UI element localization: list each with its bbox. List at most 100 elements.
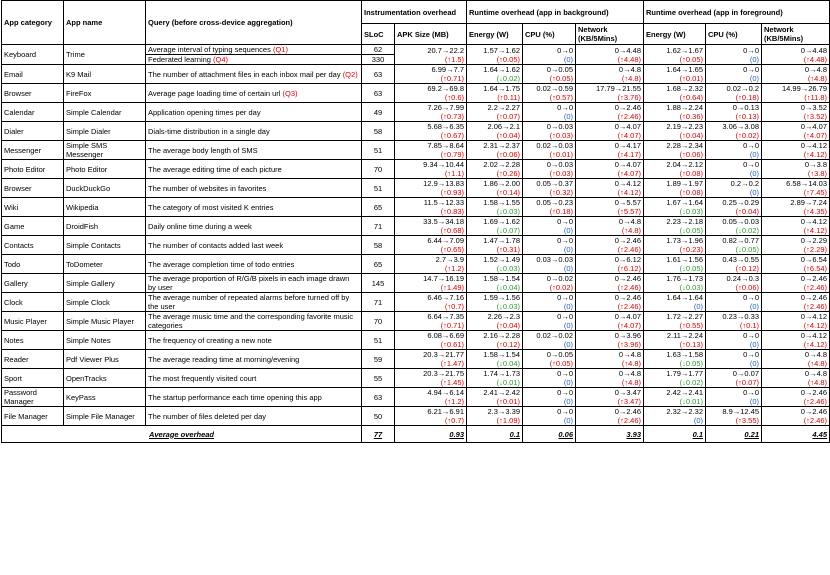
bg-cpu-delta: (0)	[563, 264, 574, 273]
app-name: K9 Mail	[63, 64, 146, 84]
bg-cpu: 0.05→0.37 (↑0.32)	[522, 178, 577, 198]
bg-cpu-delta: (0)	[563, 226, 574, 235]
apk-size: 7.85→8.64 (↑0.79)	[393, 140, 468, 160]
bg-network: 0→2.46 (↑2.46)	[575, 273, 645, 293]
apk-size-value: 4.94→6.14	[427, 388, 465, 398]
bg-network-value: 17.79→21.55	[595, 84, 642, 94]
bg-energy-delta: (↓0.02)	[496, 74, 521, 83]
apk-size-delta: (↑0.71)	[440, 321, 465, 330]
fg-energy: 2.32→2.32 (0)	[643, 406, 707, 426]
query-cell: The most frequently visited court	[145, 368, 362, 388]
fg-network-value: 0→2.46	[800, 293, 828, 303]
query-tag: (Q4)	[213, 55, 229, 64]
avg-sloc: 77	[361, 425, 395, 443]
fg-cpu: 0.02→0.2 (↑0.18)	[705, 83, 763, 103]
apk-size: 33.5→34.18 (↑0.68)	[393, 216, 468, 236]
query-text: The number of contacts added last week	[148, 240, 284, 250]
fg-cpu-delta: (0)	[749, 54, 760, 64]
bg-network: 0→4.8 (↑4.8)	[575, 216, 645, 236]
fg-energy: 1.64→1.64 (0)	[643, 292, 707, 312]
query-text: Dials-time distribution in a single day	[148, 126, 270, 136]
fg-energy-delta: (↓0.03)	[679, 207, 704, 216]
fg-network-delta: (↑4.35)	[803, 207, 828, 216]
fg-energy-delta: (↓0.03)	[679, 283, 704, 292]
fg-cpu: 0.82→0.77 (↓0.05)	[705, 235, 763, 255]
bg-network: 0→2.46 (↑2.46)	[575, 406, 645, 426]
fg-energy-value: 2.04→2.12	[666, 160, 704, 170]
apk-size: 14.7→16.19 (↑1.49)	[393, 273, 468, 293]
fg-network-value: 6.58→14.03	[786, 179, 828, 189]
bg-cpu-value: 0→0.03	[546, 160, 574, 170]
bg-energy-value: 1.47→1.78	[483, 236, 521, 246]
sloc-cell: 58	[361, 121, 395, 141]
fg-cpu-value: 0→0	[743, 45, 760, 55]
apk-size: 11.5→12.33 (↑0.83)	[393, 197, 468, 217]
fg-network: 0→4.12 (↑4.12)	[761, 311, 830, 331]
query-cell: The number of websites in favorites	[145, 178, 362, 198]
apk-size-delta: (↑0.65)	[440, 245, 465, 254]
header-sloc: SLoC	[361, 23, 395, 45]
bg-network-delta: (↑2.46)	[617, 245, 642, 254]
bg-network-value: 0→2.46	[614, 274, 642, 284]
bg-energy-value: 1.64→1.62	[483, 65, 521, 75]
fg-energy-value: 1.76→1.73	[666, 274, 704, 284]
bg-energy-value: 1.58→1.54	[483, 274, 521, 284]
bg-cpu-value: 0→0	[557, 388, 574, 398]
table-row: Email K9 Mail The number of attachment fil…	[1, 64, 830, 84]
bg-network: 0→3.96 (↑3.96)	[575, 330, 645, 350]
fg-energy-value: 2.23→2.18	[666, 217, 704, 227]
fg-cpu: 0→0 (0)	[705, 330, 763, 350]
fg-cpu-delta: (0)	[749, 169, 760, 178]
fg-energy-delta: (↑0.55)	[679, 321, 704, 330]
bg-energy-value: 2.31→2.37	[483, 141, 521, 151]
fg-energy: 1.89→1.97 (↑0.08)	[643, 178, 707, 198]
bg-network: 0→3.47 (↑3.47)	[575, 387, 645, 407]
apk-size-delta: (↑1.1)	[444, 169, 465, 178]
fg-energy-value: 1.88→2.24	[666, 103, 704, 113]
fg-network-value: 0→6.54	[800, 255, 828, 265]
fg-network-delta: (↑4.8)	[807, 359, 828, 368]
sloc-cell: 71	[361, 292, 395, 312]
bg-cpu-value: 0→0	[557, 293, 574, 303]
app-category: Email	[1, 64, 64, 84]
table-row: Sport OpenTracks The most frequently visit…	[1, 368, 830, 388]
table-row: Calendar Simple Calendar Application openi…	[1, 102, 830, 122]
fg-cpu-delta: (↑0.04)	[735, 207, 760, 216]
bg-network-value: 0→4.8	[618, 65, 642, 75]
fg-network-value: 0→4.12	[800, 331, 828, 341]
query-text: Application opening times per day	[148, 107, 261, 117]
bg-network: 0→5.57 (↑5.57)	[575, 197, 645, 217]
bg-cpu: 0→0 (0)	[522, 406, 577, 426]
app-category: File Manager	[1, 406, 64, 426]
fg-energy-delta: (↑0.01)	[679, 74, 704, 83]
fg-energy-value: 1.61→1.56	[666, 255, 704, 265]
app-name: Simple Notes	[63, 330, 146, 350]
bg-cpu-delta: (0)	[563, 245, 574, 254]
bg-energy: 1.47→1.78 (↑0.31)	[466, 235, 524, 255]
fg-energy-delta: (↓0.05)	[679, 226, 704, 235]
fg-network: 0→2.46 (↑2.46)	[761, 292, 830, 312]
fg-cpu-value: 0→0	[743, 160, 760, 170]
header-query: Query (before cross-device aggregation)	[145, 0, 362, 45]
apk-size-value: 69.2→69.8	[427, 84, 465, 94]
bg-cpu-delta: (↑0.03)	[549, 169, 574, 178]
fg-network: 0→2.46 (↑2.46)	[761, 273, 830, 293]
fg-network-delta: (↑4.48)	[803, 54, 828, 64]
fg-network: 0→2.29 (↑2.29)	[761, 235, 830, 255]
fg-energy-delta: (↓0.02)	[679, 378, 704, 387]
fg-network: 0→3.52 (↑3.52)	[761, 102, 830, 122]
bg-energy-delta: (↑0.05)	[496, 54, 521, 64]
fg-cpu-delta: (0)	[749, 150, 760, 159]
app-name: Photo Editor	[63, 159, 146, 179]
avg-bg-energy: 0.1	[466, 425, 524, 443]
bg-energy: 2.2→2.27 (↑0.07)	[466, 102, 524, 122]
bg-energy-delta: (↑0.14)	[496, 188, 521, 197]
bg-cpu: 0→0 (0)	[522, 216, 577, 236]
fg-cpu-delta: (↓0.02)	[735, 226, 760, 235]
bg-network: 0→4.12 (↑4.12)	[575, 178, 645, 198]
app-name: KeyPass	[63, 387, 146, 407]
fg-network-delta: (↑3.52)	[803, 112, 828, 121]
fg-cpu-delta: (↓0.05)	[735, 245, 760, 254]
app-category: Reader	[1, 349, 64, 369]
table-row: Browser FireFox Average page loading time …	[1, 83, 830, 103]
